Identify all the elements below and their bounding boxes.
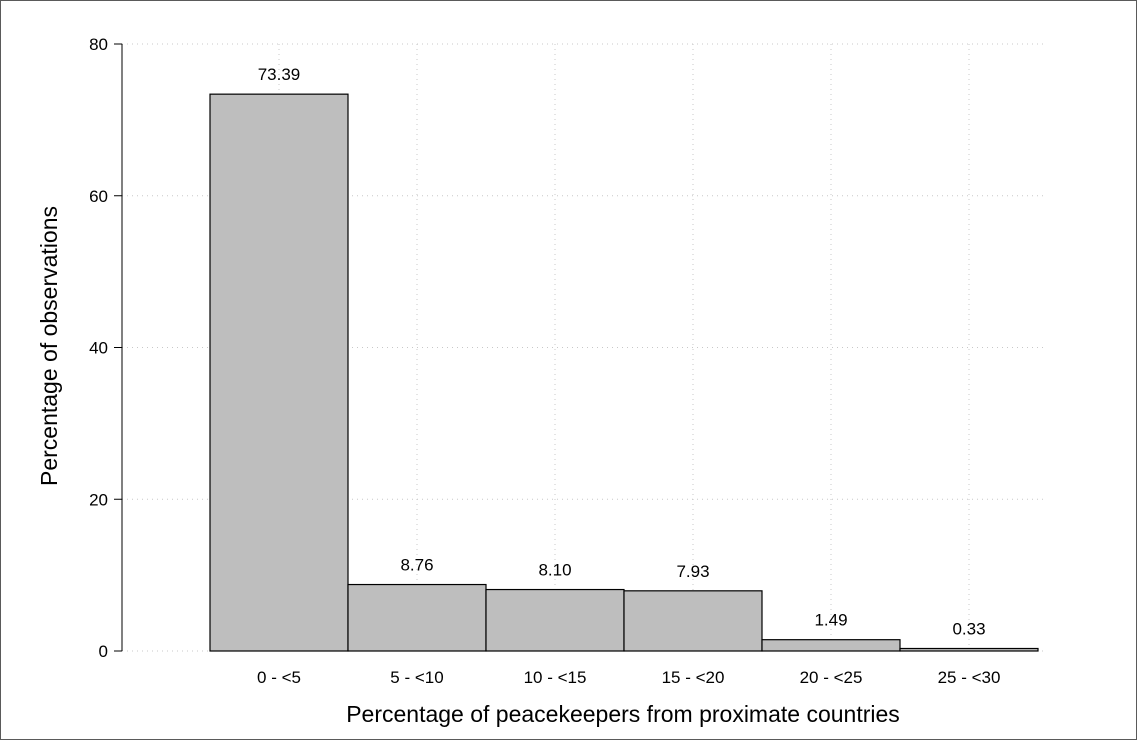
x-axis-title: Percentage of peacekeepers from proximat… bbox=[346, 701, 900, 727]
x-tick-label: 5 - <10 bbox=[390, 668, 443, 687]
x-tick-label: 15 - <20 bbox=[662, 668, 725, 687]
bar-value-label: 8.10 bbox=[538, 561, 571, 580]
bar-value-label: 0.33 bbox=[952, 619, 985, 638]
bar bbox=[485, 588, 625, 652]
bar-value-label: 1.49 bbox=[814, 611, 847, 630]
x-tick-label: 25 - <30 bbox=[938, 668, 1001, 687]
bar bbox=[623, 590, 763, 652]
axis-layer bbox=[114, 43, 123, 652]
bar bbox=[209, 93, 349, 652]
bar bbox=[347, 583, 487, 652]
bars-layer bbox=[209, 93, 1039, 652]
x-tick-label: 20 - <25 bbox=[800, 668, 863, 687]
bar bbox=[899, 647, 1039, 652]
y-tick-label: 40 bbox=[89, 339, 108, 358]
y-tick-label: 60 bbox=[89, 187, 108, 206]
x-tick-label: 10 - <15 bbox=[524, 668, 587, 687]
y-tick-label: 20 bbox=[89, 490, 108, 509]
bar-value-label: 8.76 bbox=[400, 556, 433, 575]
bar-value-label: 73.39 bbox=[258, 65, 301, 84]
bar-value-label: 7.93 bbox=[676, 562, 709, 581]
y-tick-label: 80 bbox=[89, 35, 108, 54]
bar bbox=[761, 639, 901, 652]
x-tick-label: 0 - <5 bbox=[257, 668, 301, 687]
y-tick-label: 0 bbox=[99, 642, 108, 661]
y-axis-title: Percentage of observations bbox=[36, 206, 62, 486]
labels-layer: 0 20 40 60 80 73.39 0 - <5 8.76 5 - <10 8.10 10 - … bbox=[89, 35, 1000, 687]
